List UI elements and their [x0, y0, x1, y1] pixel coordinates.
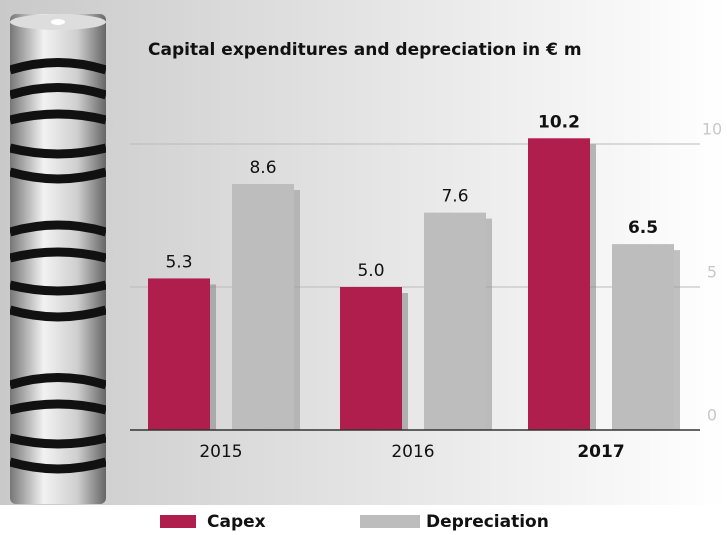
x-tick-label: 2016: [391, 442, 434, 462]
x-tick-label: 2015: [199, 442, 242, 462]
bar: [424, 212, 486, 430]
y-tick-label: 10: [702, 120, 722, 139]
y-tick-label: 5: [707, 263, 717, 282]
value-label: 7.6: [441, 187, 468, 207]
value-label: 6.5: [628, 218, 658, 238]
value-label: 10.2: [538, 112, 580, 132]
decor-cylinder: [10, 14, 106, 504]
y-tick-label: 0: [707, 406, 717, 425]
legend-swatch: [160, 515, 196, 528]
x-tick-label: 2017: [577, 442, 624, 462]
legend-swatch: [360, 515, 420, 528]
bar: [612, 244, 674, 430]
bar: [232, 184, 294, 430]
legend-label: Depreciation: [426, 512, 549, 532]
legend-label: Capex: [207, 512, 266, 532]
value-label: 5.3: [165, 252, 192, 272]
chart-title: Capital expenditures and depreciation in…: [148, 40, 582, 60]
bar: [528, 138, 590, 430]
value-label: 5.0: [357, 261, 384, 281]
bar: [148, 278, 210, 430]
value-label: 8.6: [249, 158, 276, 178]
bar: [340, 287, 402, 430]
